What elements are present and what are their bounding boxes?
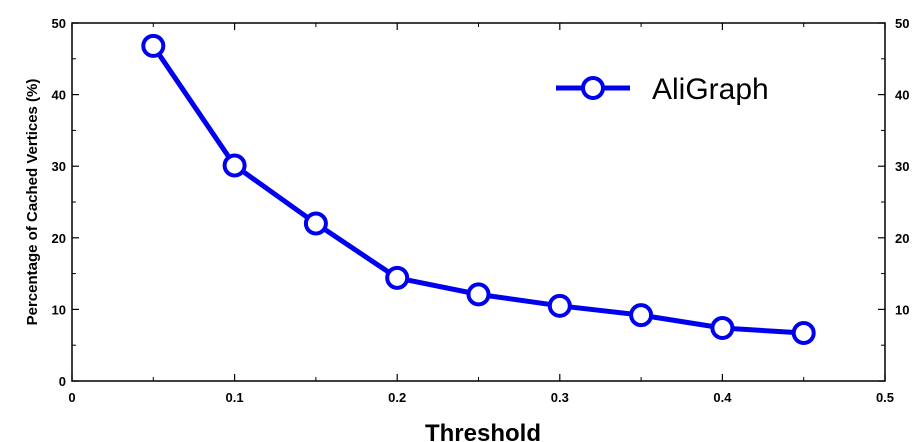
y-tick-label-right: 20 [895, 231, 909, 246]
y-tick-label: 20 [52, 231, 66, 246]
data-point [710, 316, 735, 341]
y-tick-label-right: 50 [895, 16, 909, 31]
y-tick-label-right: 40 [895, 88, 909, 103]
x-tick-label: 0 [68, 390, 75, 405]
y-axis-ticks-left: 0 10 20 30 40 50 [52, 16, 79, 389]
minor-ticks [72, 23, 885, 381]
legend: AliGraph [556, 73, 769, 106]
legend-label-aligraph: AliGraph [652, 73, 769, 106]
y-tick-label: 10 [52, 302, 66, 317]
y-tick-label-right: 10 [895, 302, 909, 317]
x-axis-ticks: 0 0.1 0.2 0.3 0.4 0.5 [68, 23, 894, 405]
y-tick-label: 0 [59, 374, 66, 389]
y-axis-title: Percentage of Cached Vertices (%) [24, 79, 41, 326]
x-tick-label: 0.4 [713, 390, 732, 405]
data-point [466, 282, 491, 307]
series-layer [141, 33, 816, 346]
y-axis-ticks-right: 10 20 30 40 50 [878, 16, 909, 382]
x-axis-title: Threshold [425, 420, 541, 442]
data-point [629, 303, 654, 328]
data-point [385, 265, 410, 290]
x-tick-label: 0.5 [876, 390, 894, 405]
legend-marker-aligraph [581, 76, 605, 100]
x-tick-label: 0.2 [388, 390, 406, 405]
y-tick-label: 50 [52, 16, 66, 31]
y-tick-label-right: 30 [895, 159, 909, 174]
y-tick-label: 30 [52, 159, 66, 174]
data-point [141, 33, 166, 58]
x-tick-label: 0.1 [226, 390, 244, 405]
x-tick-label: 0.3 [551, 390, 569, 405]
data-point [791, 321, 816, 346]
data-point [303, 211, 328, 236]
y-tick-label: 40 [52, 88, 66, 103]
data-point [222, 153, 247, 178]
data-point [547, 293, 572, 318]
